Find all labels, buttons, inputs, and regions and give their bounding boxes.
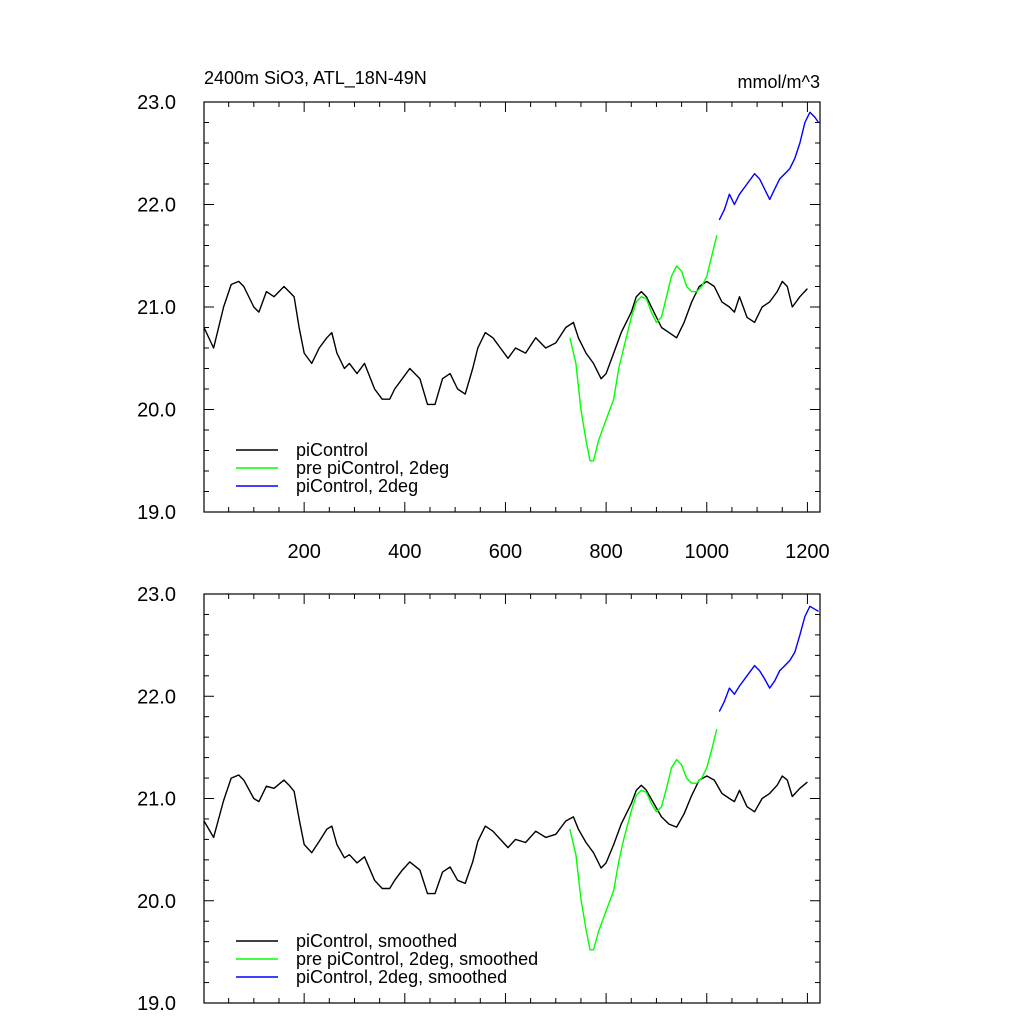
y-tick-label: 20.0 <box>137 891 176 913</box>
chart-title: 2400m SiO3, ATL_18N-49N <box>204 68 427 89</box>
y-tick-label: 23.0 <box>137 92 176 114</box>
y-tick-label: 19.0 <box>137 993 176 1015</box>
series-line-bottom-1 <box>569 728 718 951</box>
series-line-bottom-2 <box>718 605 819 712</box>
legend-label: pre piControl, 2deg, smoothed <box>296 949 538 969</box>
y-tick-label: 19.0 <box>137 502 176 524</box>
y-tick-label: 21.0 <box>137 297 176 319</box>
x-tick-label: 800 <box>589 541 622 563</box>
x-tick-label: 1000 <box>685 541 730 563</box>
series-line-top-2 <box>718 111 820 221</box>
legend-label: piControl, 2deg <box>296 476 418 496</box>
top-panel: 19.0 20.0 21.0 22.0 23.0 200 400 600 800 1000 1200… <box>137 92 830 563</box>
y-tick-label: 22.0 <box>137 686 176 708</box>
legend-label: pre piControl, 2deg <box>296 458 449 478</box>
legend-label: piControl, smoothed <box>296 931 457 951</box>
y-tick-label: 23.0 <box>137 584 176 606</box>
x-tick-label: 1200 <box>785 541 830 563</box>
legend-label: piControl <box>296 440 368 460</box>
units-label: mmol/m^3 <box>738 72 820 92</box>
series-line-top-1 <box>569 235 718 462</box>
y-tick-label: 20.0 <box>137 400 176 422</box>
y-tick-label: 22.0 <box>137 195 176 217</box>
x-tick-label: 200 <box>287 541 320 563</box>
x-tick-label: 400 <box>388 541 421 563</box>
x-tick-label: 600 <box>489 541 522 563</box>
legend-label: piControl, 2deg, smoothed <box>296 967 507 987</box>
series-line-top-0 <box>203 280 808 406</box>
series-line-bottom-0 <box>203 774 808 895</box>
y-tick-label: 21.0 <box>137 789 176 811</box>
